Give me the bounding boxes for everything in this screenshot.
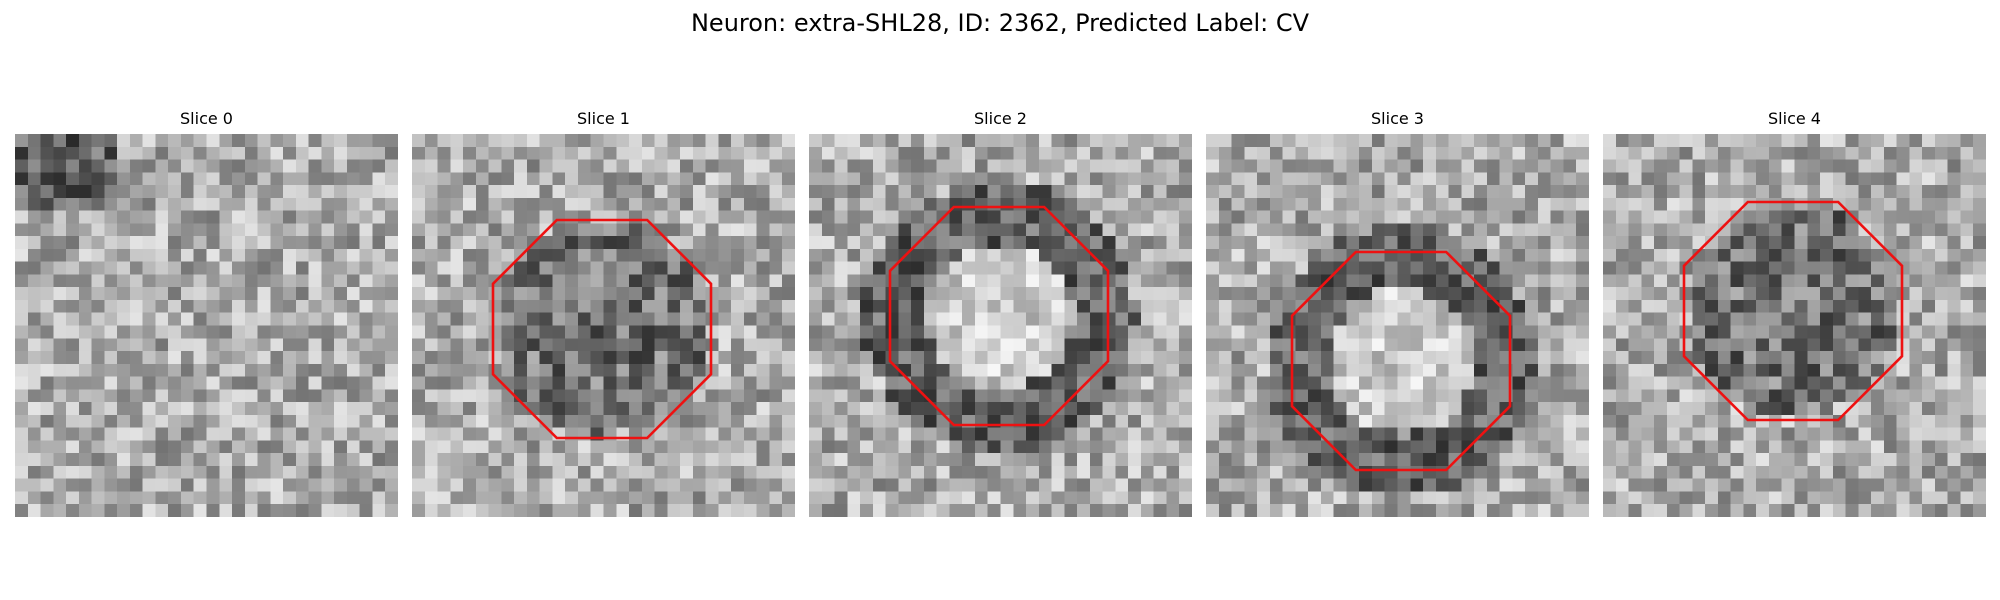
slice-panel-3: Slice 3	[1206, 108, 1589, 520]
slice-panel-0: Slice 0	[15, 108, 398, 520]
slice-panel-4: Slice 4	[1603, 108, 1986, 520]
slice-image	[809, 134, 1192, 517]
slice-pixel-grid	[15, 134, 398, 517]
slice-image	[15, 134, 398, 517]
slice-title: Slice 4	[1768, 109, 1821, 128]
neuron-contour	[1682, 200, 1904, 422]
slice-panel-2: Slice 2	[809, 108, 1192, 520]
slice-image	[412, 134, 795, 517]
neuron-contour	[888, 205, 1110, 427]
neuron-contour	[1290, 250, 1512, 472]
figure-title: Neuron: extra-SHL28, ID: 2362, Predicted…	[690, 9, 1310, 37]
slice-title: Slice 1	[577, 109, 630, 128]
slice-pixel-grid	[1603, 134, 1986, 517]
slice-pixel-grid	[809, 134, 1192, 517]
slice-title: Slice 2	[974, 109, 1027, 128]
slice-title: Slice 3	[1371, 109, 1424, 128]
slice-panel-1: Slice 1	[412, 108, 795, 520]
slice-pixel-grid	[1206, 134, 1589, 517]
slice-image	[1206, 134, 1589, 517]
slice-image	[1603, 134, 1986, 517]
slice-pixel-grid	[412, 134, 795, 517]
neuron-contour	[491, 218, 713, 440]
slice-title: Slice 0	[180, 109, 233, 128]
